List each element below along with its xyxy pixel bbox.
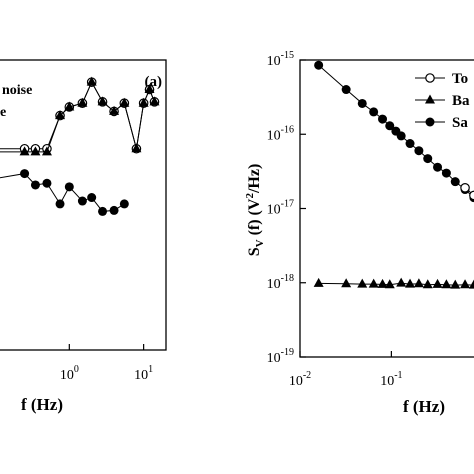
panel-b-series-2-point-10 [432, 278, 443, 288]
panel-b-legend-marker-1 [425, 94, 435, 104]
panel-b-series-2-point-14 [468, 279, 474, 289]
panel-b-series-0-point-0 [314, 60, 324, 70]
panel-b-x-tick-label-1: 10-1 [380, 370, 402, 389]
panel-b-series-0-point-7 [396, 131, 406, 141]
panel-a-legend-line-1: noise [2, 83, 32, 98]
panel-b-series-2-point-2 [357, 278, 368, 288]
panel-a-frame [0, 59, 167, 351]
panel-b-legend-marker-0 [425, 73, 435, 83]
panel-a-series-1-point-5 [64, 101, 75, 111]
panel-b-series-2-point-6 [396, 277, 407, 287]
panel-a-series-1-point-8 [97, 96, 108, 106]
panel-a-series-2-point-7 [87, 193, 97, 203]
panel-b-y-tick-label-4: 10-19 [267, 347, 294, 366]
panel-b-x-tick-label-0: 10-2 [289, 370, 311, 389]
panel-b-series-0-point-10 [423, 154, 433, 164]
panel-a-series-2-point-6 [77, 196, 87, 206]
panel-a-series-1-point-6 [77, 97, 88, 107]
panel-a-x-tick-label-0: 100 [60, 364, 79, 383]
panel-b-series-2-point-1 [341, 278, 352, 288]
panel-b-series-0-point-5 [385, 121, 395, 131]
panel-b-series-1-point-1 [469, 190, 474, 201]
panel-a-series-2-point-2 [30, 180, 40, 190]
panel-a-series-2-point-8 [98, 206, 108, 216]
panel-a-series-1-point-11 [131, 143, 142, 153]
panel-a-series-1-point-10 [119, 97, 130, 107]
panel-a-series-1-point-14 [149, 96, 160, 106]
panel-b-series-0-point-8 [405, 139, 415, 149]
panel-a-series-1-point-7 [86, 76, 97, 86]
panel-b-y-tick-label-1: 10-16 [267, 124, 294, 143]
panel-b-series-0-point-13 [450, 177, 460, 187]
panel-a-series-2-point-3 [42, 178, 52, 188]
panel-a-x-tick-label-1: 101 [134, 364, 153, 383]
panel-a-legend-line-2: e [0, 105, 6, 120]
panel-b-series-2-point-12 [450, 279, 461, 289]
panel-b-series [313, 60, 474, 289]
chart-panel-a: (a) noise e 100 101 f (Hz) [0, 59, 167, 414]
panel-b-series-0-point-11 [433, 162, 443, 172]
panel-a-series-1-point-3 [41, 146, 52, 156]
panel-b-y-ticks: 10-15 10-16 10-17 10-18 10-19 [267, 50, 306, 366]
panel-b-x-axis-label: f (Hz) [403, 397, 445, 416]
panel-b-series-2-point-9 [422, 279, 433, 289]
panel-b-series-2-point-5 [384, 279, 395, 289]
panel-b-legend-label-2: Sa [452, 115, 468, 131]
panel-b-x-ticks: 10-210-11 [289, 351, 403, 389]
panel-b-frame [299, 59, 474, 358]
panel-b-y-tick-label-0: 10-15 [267, 50, 294, 69]
panel-a-series-1-point-12 [138, 97, 149, 107]
panel-a-series-2-point-10 [119, 199, 129, 209]
panel-b-y-tick-label-3: 10-18 [267, 273, 294, 292]
panel-b-series-0-point-3 [369, 107, 379, 117]
panel-a-series-1-point-2 [30, 146, 41, 156]
panel-a-series-2-point-9 [109, 205, 119, 215]
panel-b-legend-marker-2 [425, 117, 435, 127]
panel-b-legend-label-1: Ba [452, 93, 470, 109]
panel-b-legend: To Ba Sa [415, 71, 470, 131]
panel-a-series-2-point-5 [64, 182, 74, 192]
panel-b-series-2-point-3 [368, 278, 379, 288]
panel-b-series-2-point-13 [460, 279, 471, 289]
panel-b-series-0-point-12 [441, 168, 451, 178]
panel-b-y-axis-label: SV (f) (V2/Hz) [244, 164, 266, 257]
panel-a-series-2-point-4 [55, 199, 65, 209]
panel-b-series-2-point-8 [413, 278, 424, 288]
panel-b-series-2-point-7 [405, 278, 416, 288]
panel-a-series [0, 76, 160, 216]
panel-b-legend-label-0: To [452, 71, 468, 87]
panel-b-y-tick-label-2: 10-17 [267, 199, 294, 218]
panel-b-series-2-point-4 [377, 278, 388, 288]
panel-b-series-2-line [318, 282, 474, 286]
panel-b-series-2-point-0 [313, 277, 324, 287]
panel-b-series-0-point-9 [414, 146, 424, 156]
panel-a-series-1-point-4 [55, 110, 66, 120]
panel-b-series-0-point-1 [341, 85, 351, 95]
panel-a-series-1-point-13 [144, 84, 155, 94]
panel-b-series-0-point-4 [378, 114, 388, 124]
panel-a-series-1-point-1 [19, 146, 30, 156]
panel-a-series-1-point-9 [109, 105, 120, 115]
panel-b-series-2-point-11 [441, 279, 452, 289]
panel-a-x-axis-label: f (Hz) [21, 395, 63, 414]
panel-a-x-ticks: 100 101 [60, 344, 153, 383]
panel-b-series-0-point-2 [357, 98, 367, 108]
panel-a-series-2-point-1 [20, 169, 30, 179]
panel-b-series-1-point-0 [460, 183, 470, 193]
